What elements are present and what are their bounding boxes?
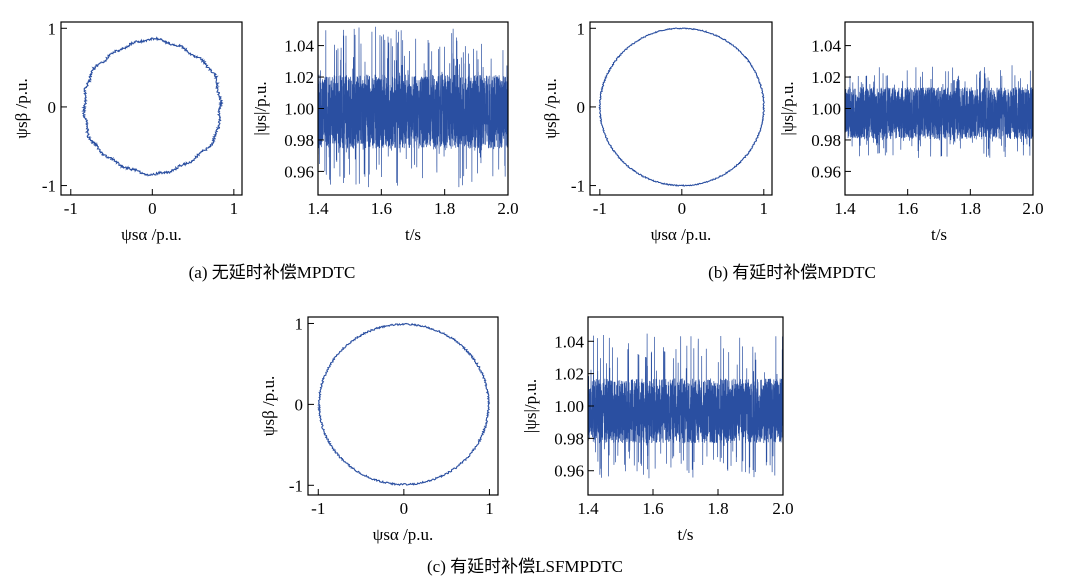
panel-a-trajectory: -1 0 1 -1 0 1 ψsβ /p.u. ψsα /p.u. [12,19,243,244]
panel-a-magnitude-ytick-label-3: 1.02 [284,68,314,87]
panel-b-magnitude-ytick-label-0: 0.96 [811,162,841,181]
panel-b-trajectory: -1 0 1 -1 0 1 ψsβ /p.u. ψsα /p.u. [541,19,773,244]
panel-b-trajectory-ytick-label-0: -1 [571,177,585,196]
panel-c-magnitude-magnitude-line [588,333,783,479]
panel-c-trajectory-frame [307,316,499,496]
panel-c-trajectory-trajectory-line [317,322,491,486]
panel-c-magnitude-xtick-label-3: 2.0 [772,499,793,518]
panel-b-trajectory-xtick-label-2: 1 [760,199,769,218]
panel-c-magnitude-ytick-label-1: 0.98 [554,429,584,448]
panel-a-magnitude-xtick-label-1: 1.6 [371,199,392,218]
panel-b-magnitude: 1.4 1.6 1.8 2.0 0.96 0.98 1.00 1.02 1.04 |ψs|/p.u… [778,21,1044,244]
panel-a-trajectory-xtick-label-1: 0 [148,199,157,218]
panel-c-trajectory-xtick-label-2: 1 [485,499,494,518]
panel-b-magnitude-ytick-label-4: 1.04 [811,37,841,56]
panel-a-magnitude-magnitude-line [318,26,508,188]
caption-a: (a) 无延时补偿MPDTC [189,263,356,282]
panel-a-magnitude-ytick-label-4: 1.04 [284,37,314,56]
panel-a-trajectory-ytick-label-2: 1 [48,19,57,38]
panel-b-magnitude-ytick-label-2: 1.00 [811,100,841,119]
panel-b-trajectory-ytick-label-2: 1 [577,19,586,38]
panel-c-trajectory: -1 0 1 -1 0 1 ψsβ /p.u. ψsα /p.u. [259,314,499,544]
panel-b-trajectory-xtick-label-0: -1 [593,199,607,218]
panel-c-trajectory-xlabel: ψsα /p.u. [373,525,434,544]
panel-c-magnitude: 1.4 1.6 1.8 2.0 0.96 0.98 1.00 1.02 1.04 |ψs|/p.u… [521,316,794,544]
panel-c-magnitude-xtick-label-1: 1.6 [642,499,663,518]
panel-a-trajectory-xtick-label-0: -1 [64,199,78,218]
panel-b-trajectory-frame [589,21,773,196]
panel-c-trajectory-ytick-label-0: -1 [289,476,303,495]
panel-c-trajectory-xtick-label-1: 0 [400,499,409,518]
panel-c-magnitude-xlabel: t/s [677,525,693,544]
panel-c-magnitude-ytick-label-3: 1.02 [554,365,584,384]
panel-a-magnitude-ytick-label-0: 0.96 [284,162,314,181]
panel-b-trajectory-ytick-label-1: 0 [577,98,586,117]
panel-c-trajectory-xtick-label-0: -1 [311,499,325,518]
panels: -1 0 1 -1 0 1 ψsβ /p.u. ψsα /p.u. 1.4 1.6 1.8 2.0 0.… [12,19,1044,544]
panel-a-magnitude-xtick-label-2: 1.8 [434,199,455,218]
panel-a-trajectory-ylabel: ψsβ /p.u. [12,78,31,138]
panel-c-magnitude-xtick-label-0: 1.4 [577,499,599,518]
panel-c-magnitude-ytick-label-0: 0.96 [554,462,584,481]
panel-b-magnitude-magnitude-line [845,65,1033,158]
panel-a-magnitude-xtick-label-0: 1.4 [307,199,329,218]
caption-b: (b) 有延时补偿MPDTC [708,263,876,282]
panel-c-trajectory-ytick-label-2: 1 [295,314,304,333]
panel-c-trajectory-ylabel: ψsβ /p.u. [259,376,278,436]
panel-a-magnitude-ytick-label-1: 0.98 [284,131,314,150]
panel-b-trajectory-xlabel: ψsα /p.u. [651,225,712,244]
panel-b-trajectory-trajectory-line [598,27,765,187]
panel-c-magnitude-ytick-label-2: 1.00 [554,397,584,416]
panel-c-magnitude-ylabel: |ψs|/p.u. [521,379,540,433]
panel-b-magnitude-xtick-label-3: 2.0 [1022,199,1043,218]
panel-a-magnitude-xlabel: t/s [405,225,421,244]
panel-b-magnitude-xtick-label-1: 1.6 [897,199,918,218]
panel-b-trajectory-ylabel: ψsβ /p.u. [541,78,560,138]
panel-b-magnitude-ylabel: |ψs|/p.u. [778,81,797,135]
panel-c-trajectory-ytick-label-1: 0 [295,395,304,414]
panel-a-trajectory-ytick-label-1: 0 [48,98,57,117]
panel-a-trajectory-xtick-label-2: 1 [230,199,239,218]
panel-b-trajectory-xtick-label-1: 0 [678,199,687,218]
panel-b-magnitude-xtick-label-2: 1.8 [960,199,981,218]
panel-a-magnitude-ytick-label-2: 1.00 [284,100,314,119]
panel-a-trajectory-ytick-label-0: -1 [42,177,56,196]
panel-c-magnitude-xtick-label-2: 1.8 [707,499,728,518]
panel-a-magnitude-xtick-label-3: 2.0 [497,199,518,218]
panel-b-magnitude-ytick-label-3: 1.02 [811,68,841,87]
panel-a-magnitude: 1.4 1.6 1.8 2.0 0.96 0.98 1.00 1.02 1.04 |ψs|/p.u… [251,21,519,244]
panel-b-magnitude-xlabel: t/s [931,225,947,244]
panel-a-trajectory-trajectory-line [81,36,224,177]
caption-c: (c) 有延时补偿LSFMPDTC [427,557,623,576]
panel-b-magnitude-xtick-label-0: 1.4 [834,199,856,218]
panel-a-trajectory-frame [60,21,243,196]
panel-b-magnitude-ytick-label-1: 0.98 [811,131,841,150]
panel-c-magnitude-ytick-label-4: 1.04 [554,332,584,351]
panel-a-magnitude-ylabel: |ψs|/p.u. [251,81,270,135]
panel-a-trajectory-xlabel: ψsα /p.u. [121,225,182,244]
